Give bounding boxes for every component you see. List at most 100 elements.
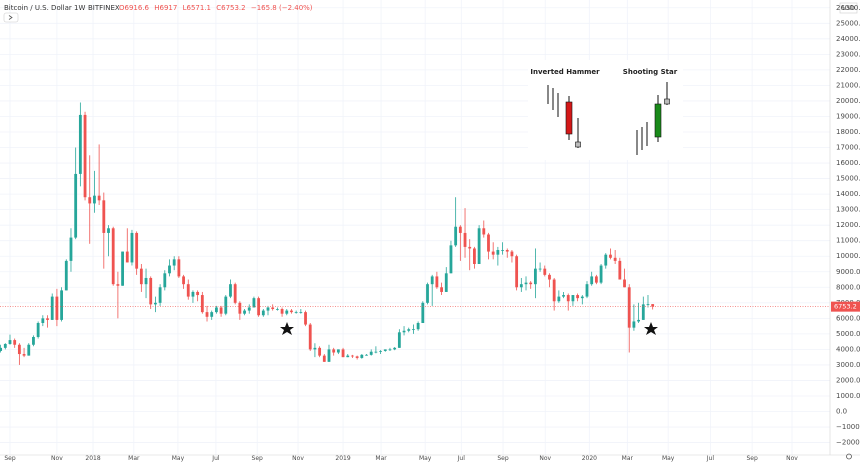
candle-body — [332, 349, 336, 353]
x-tick-label: May — [662, 455, 675, 462]
pattern-candle — [565, 101, 573, 135]
candle-body — [590, 276, 594, 285]
candle-body — [27, 344, 31, 356]
candle-body — [74, 173, 78, 238]
candle-body — [97, 195, 101, 201]
candle-body — [576, 295, 580, 299]
candle-body — [463, 232, 467, 247]
grid — [0, 0, 830, 455]
candle-body — [130, 232, 134, 263]
candle-body — [280, 309, 284, 314]
y-tick-label: 10000.0 — [836, 252, 860, 260]
candle-body — [125, 251, 129, 263]
candle-body — [623, 279, 626, 288]
x-tick-label: Sep — [252, 455, 264, 462]
candle-body — [355, 356, 359, 358]
candle-body — [412, 329, 415, 331]
candle-body — [22, 354, 26, 356]
candle-body — [205, 312, 209, 317]
y-tick-label: 22000.0 — [836, 66, 860, 74]
candle-body — [529, 282, 533, 285]
y-tick-label: 26000.0 — [836, 4, 860, 12]
ohlc-prefix: H — [154, 4, 159, 12]
candle-body — [229, 284, 232, 297]
candle-body — [444, 273, 448, 292]
x-tick-label: Jul — [706, 455, 715, 462]
candle-body — [632, 321, 636, 328]
candle-body — [17, 344, 21, 355]
candle-body — [8, 340, 12, 344]
candle-body — [548, 274, 551, 280]
candle-body — [191, 291, 195, 297]
y-tick-label: 17000.0 — [836, 144, 860, 152]
candle-body — [275, 309, 279, 310]
candle-body — [473, 248, 476, 264]
candle-body — [196, 291, 200, 296]
candle-body — [116, 284, 120, 286]
y-tick-label: 15000.0 — [836, 175, 860, 183]
pattern-candle — [664, 98, 670, 105]
candle-body — [496, 250, 500, 255]
candle-body — [449, 245, 453, 274]
candle-body — [55, 296, 59, 320]
candle-body — [407, 329, 411, 331]
candle-body — [0, 347, 3, 351]
candle-body — [200, 295, 204, 313]
x-tick-label: Jul — [211, 455, 220, 462]
candle-body — [627, 287, 631, 328]
candle-body — [290, 310, 293, 313]
candle-body — [388, 349, 392, 351]
candle-body — [247, 307, 251, 311]
header: Bitcoin / U.S. Dollar 1W BITFINEX O6916.… — [3, 4, 313, 23]
candle-body — [102, 200, 106, 233]
candle-body — [402, 330, 406, 333]
candle-body — [257, 298, 261, 316]
y-tick-label: 6000.0 — [836, 314, 860, 322]
candle-body — [78, 114, 82, 174]
interval[interactable]: 1W — [74, 4, 85, 12]
candle-body — [261, 310, 265, 316]
candle-body — [210, 312, 214, 317]
candle-body — [510, 251, 514, 257]
candle-body — [149, 277, 153, 305]
pattern-candle — [575, 141, 581, 148]
candle-body — [515, 256, 519, 288]
star-marker — [644, 322, 658, 335]
candle-body — [416, 323, 420, 330]
candle-body — [336, 349, 340, 353]
candle-body — [83, 114, 87, 198]
candle-body — [341, 349, 345, 358]
candle-body — [440, 287, 443, 292]
collapse-button[interactable] — [3, 12, 19, 23]
x-tick-label: May — [419, 455, 432, 462]
y-tick-label: −1000.0 — [836, 423, 860, 431]
candle-body — [613, 257, 617, 261]
candle-body — [346, 355, 350, 358]
candle-body — [454, 226, 458, 246]
candle-body — [266, 307, 270, 311]
candle-body — [88, 197, 92, 204]
x-tick-label: Mar — [622, 455, 634, 462]
candle-body — [139, 268, 143, 285]
ohlc-prefix: C — [216, 4, 221, 12]
y-tick-label: 21000.0 — [836, 81, 860, 89]
x-tick-label: Nov — [786, 455, 798, 462]
exchange: BITFINEX — [88, 4, 120, 12]
candle-body — [135, 232, 139, 269]
candle-body — [177, 259, 181, 277]
y-tick-label: 24000.0 — [836, 35, 860, 43]
star-marker — [280, 322, 294, 335]
candle-body — [594, 276, 598, 283]
candle-body — [360, 354, 364, 358]
candle-body — [430, 276, 434, 285]
candle-body — [69, 237, 73, 261]
ohlc-value: 6571.1 — [186, 4, 211, 12]
settings-icon[interactable] — [846, 453, 852, 460]
candle-body — [519, 284, 523, 288]
annotation: Inverted Hammer — [530, 68, 600, 76]
currency-button[interactable] — [839, 2, 858, 14]
candle-body — [397, 332, 401, 348]
collapse-icon — [8, 15, 13, 20]
candle-body — [243, 310, 246, 314]
